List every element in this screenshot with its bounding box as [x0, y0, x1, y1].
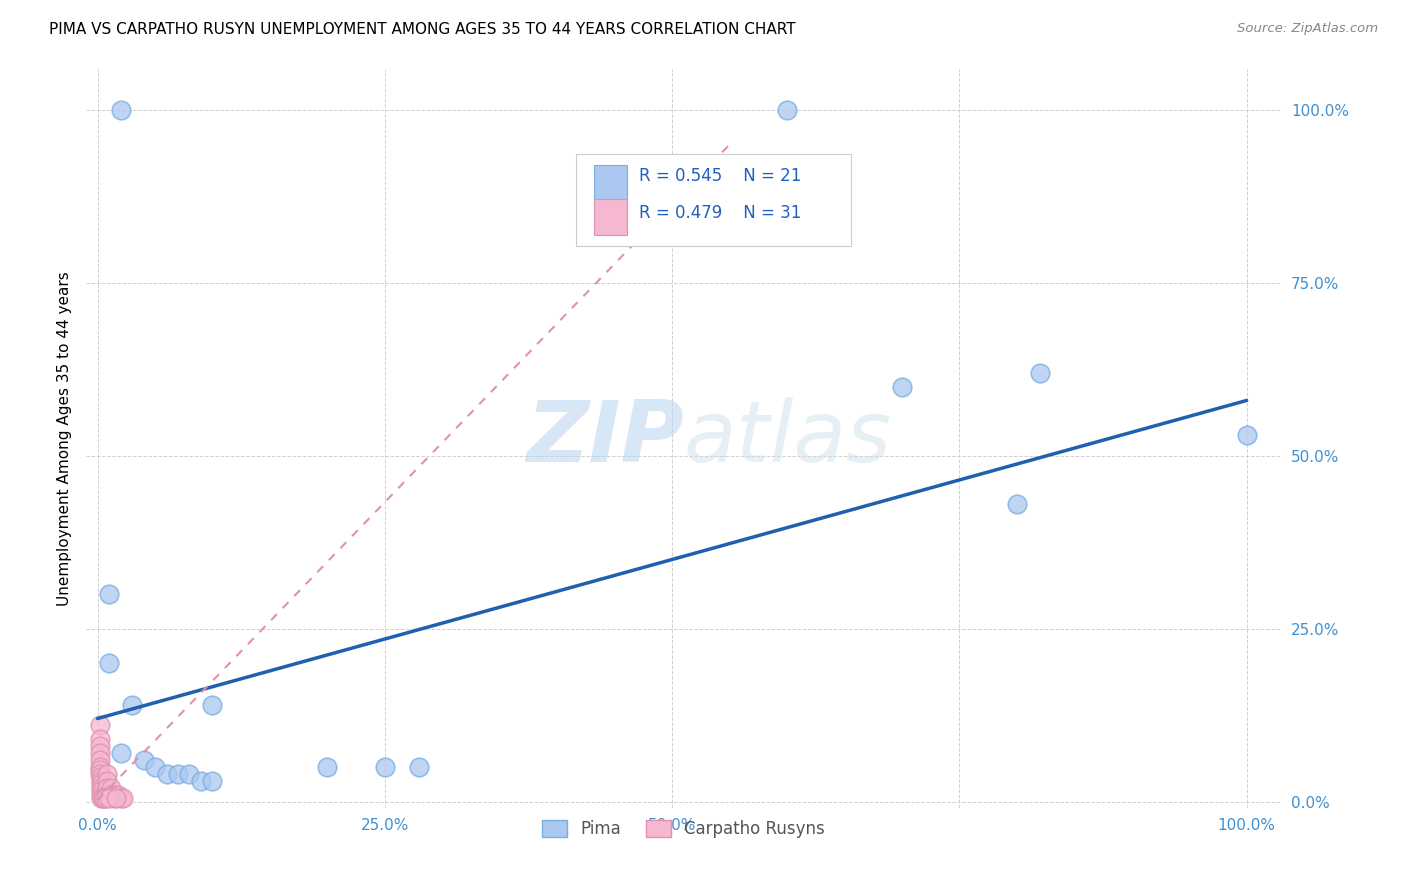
Point [96, 780, 118, 795]
Point [107, 788, 129, 802]
Point [89, 732, 111, 747]
Point [100, 780, 122, 795]
Point [890, 379, 912, 393]
Text: ZIP: ZIP [526, 397, 683, 480]
Point [110, 103, 132, 117]
Point [98, 791, 121, 805]
FancyBboxPatch shape [593, 165, 627, 200]
Legend: Pima, Carpatho Rusyns: Pima, Carpatho Rusyns [536, 813, 832, 845]
Point [167, 767, 190, 781]
Point [90, 773, 112, 788]
Text: PIMA VS CARPATHO RUSYN UNEMPLOYMENT AMONG AGES 35 TO 44 YEARS CORRELATION CHART: PIMA VS CARPATHO RUSYN UNEMPLOYMENT AMON… [49, 22, 796, 37]
Point [98, 657, 121, 671]
Point [104, 791, 127, 805]
Point [97, 788, 120, 802]
Point [316, 760, 339, 774]
Point [89, 718, 111, 732]
Point [100, 788, 122, 802]
Point [132, 753, 155, 767]
Point [90, 788, 112, 802]
Point [1005, 497, 1028, 511]
Point [110, 791, 132, 805]
Point [96, 767, 118, 781]
Point [408, 760, 430, 774]
Point [90, 770, 112, 784]
Point [111, 791, 134, 805]
FancyBboxPatch shape [593, 200, 627, 235]
Point [179, 767, 201, 781]
Text: R = 0.545    N = 21: R = 0.545 N = 21 [640, 167, 801, 185]
Text: Source: ZipAtlas.com: Source: ZipAtlas.com [1237, 22, 1378, 36]
Text: atlas: atlas [683, 397, 891, 480]
Point [201, 698, 224, 712]
Point [98, 587, 121, 601]
Point [104, 788, 127, 802]
FancyBboxPatch shape [576, 153, 851, 246]
Point [374, 760, 396, 774]
Point [776, 103, 799, 117]
Point [110, 746, 132, 760]
Point [89, 760, 111, 774]
Y-axis label: Unemployment Among Ages 35 to 44 years: Unemployment Among Ages 35 to 44 years [58, 271, 72, 606]
Point [90, 791, 112, 805]
Point [121, 698, 143, 712]
Point [90, 784, 112, 798]
Point [155, 767, 177, 781]
Point [143, 760, 166, 774]
Point [93, 791, 115, 805]
Point [89, 767, 111, 781]
Point [89, 753, 111, 767]
Point [1029, 366, 1052, 380]
Text: R = 0.479    N = 31: R = 0.479 N = 31 [640, 203, 801, 222]
Point [1236, 428, 1258, 442]
Point [96, 773, 118, 788]
Point [90, 780, 112, 795]
Point [90, 777, 112, 791]
Point [201, 773, 224, 788]
Point [89, 764, 111, 778]
Point [94, 791, 117, 805]
Point [91, 791, 114, 805]
Point [190, 773, 212, 788]
Point [104, 791, 127, 805]
Point [89, 746, 111, 760]
Point [89, 739, 111, 754]
